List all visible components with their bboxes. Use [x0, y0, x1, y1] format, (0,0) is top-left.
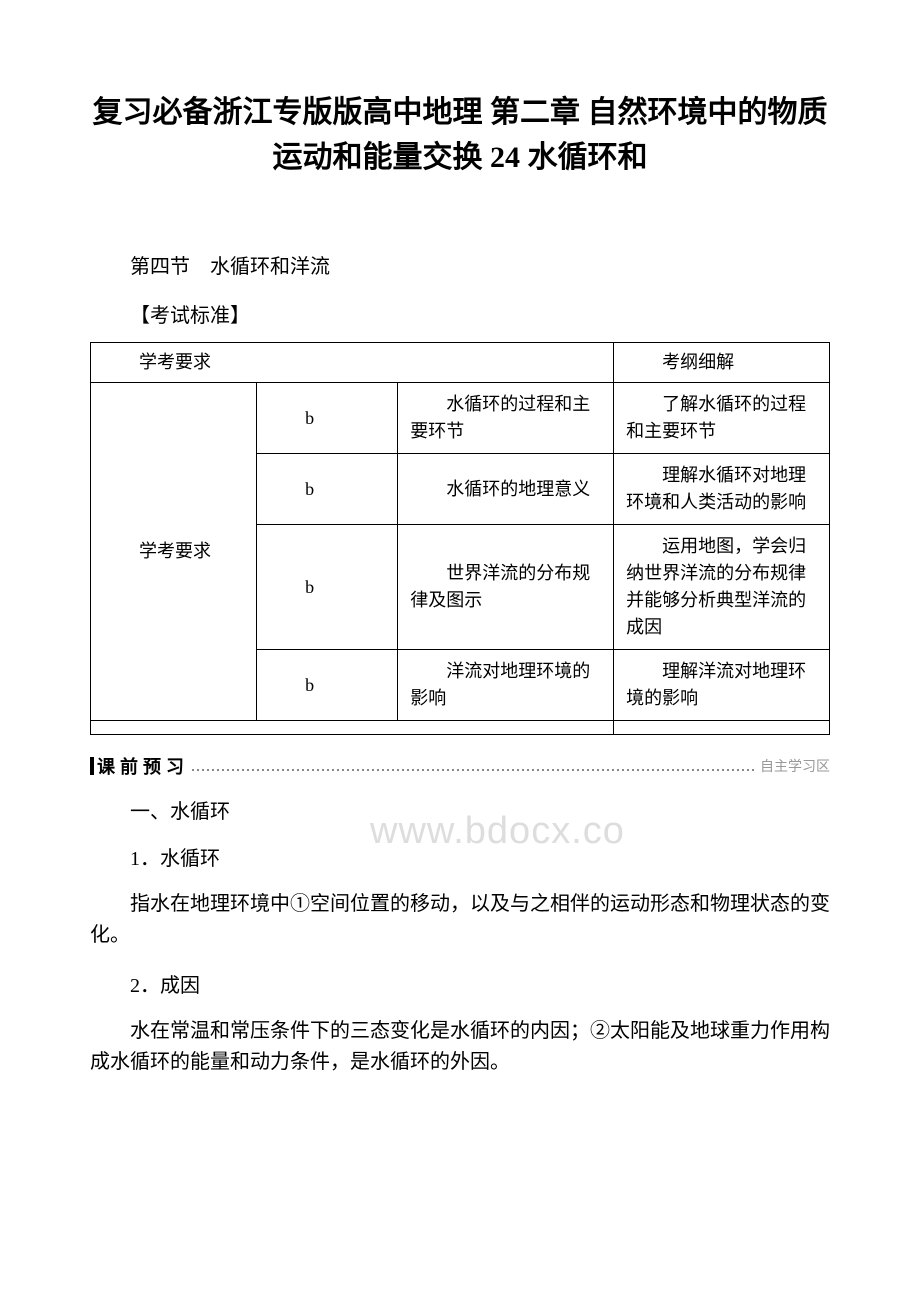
page-container: www.bdocx.co 复习必备浙江专版版高中地理 第二章 自然环境中的物质运…	[90, 90, 830, 1078]
banner-dots-icon	[192, 769, 754, 771]
body-point-1-label: 1．水循环	[90, 842, 830, 871]
body-point-1-text: 指水在地理环境中①空间位置的移动，以及与之相伴的运动形态和物理状态的变化。	[90, 889, 830, 951]
banner-bar-icon	[90, 757, 94, 775]
empty-cell	[614, 721, 830, 735]
cell-topic: 世界洋流的分布规律及图示	[398, 525, 614, 650]
cell-topic: 洋流对地理环境的影响	[398, 650, 614, 721]
empty-cell	[91, 721, 614, 735]
cell-level: b	[257, 525, 398, 650]
table-empty-row	[91, 721, 830, 735]
exam-standard-label: 【考试标准】	[90, 299, 830, 328]
section-subtitle: 第四节 水循环和洋流	[90, 250, 830, 279]
preview-banner: 课 前 预 习 自主学习区	[90, 755, 830, 777]
body-point-2-label: 2．成因	[90, 969, 830, 998]
header-col-4: 考纲细解	[614, 343, 830, 383]
cell-topic: 水循环的过程和主要环节	[398, 383, 614, 454]
cell-detail: 理解洋流对地理环境的影响	[614, 650, 830, 721]
document-title: 复习必备浙江专版版高中地理 第二章 自然环境中的物质运动和能量交换 24 水循环…	[90, 90, 830, 180]
cell-level: b	[257, 650, 398, 721]
body-point-2-text: 水在常温和常压条件下的三态变化是水循环的内因；②太阳能及地球重力作用构成水循环的…	[90, 1016, 830, 1078]
cell-detail: 了解水循环的过程和主要环节	[614, 383, 830, 454]
header-col-1: 学考要求	[91, 343, 614, 383]
banner-right-label: 自主学习区	[760, 756, 830, 776]
banner-left-label: 课 前 预 习	[95, 753, 186, 779]
body-heading-1: 一、水循环	[90, 795, 830, 824]
cell-detail: 运用地图，学会归纳世界洋流的分布规律并能够分析典型洋流的成因	[614, 525, 830, 650]
cell-level: b	[257, 454, 398, 525]
standards-table: 学考要求 考纲细解 学考要求 b 水循环的过程和主要环节 了解水循环的过程和主要…	[90, 342, 830, 735]
cell-detail: 理解水循环对地理环境和人类活动的影响	[614, 454, 830, 525]
table-row: 学考要求 b 水循环的过程和主要环节 了解水循环的过程和主要环节	[91, 383, 830, 454]
row-left-label: 学考要求	[91, 383, 257, 721]
cell-level: b	[257, 383, 398, 454]
table-header-row: 学考要求 考纲细解	[91, 343, 830, 383]
cell-topic: 水循环的地理意义	[398, 454, 614, 525]
